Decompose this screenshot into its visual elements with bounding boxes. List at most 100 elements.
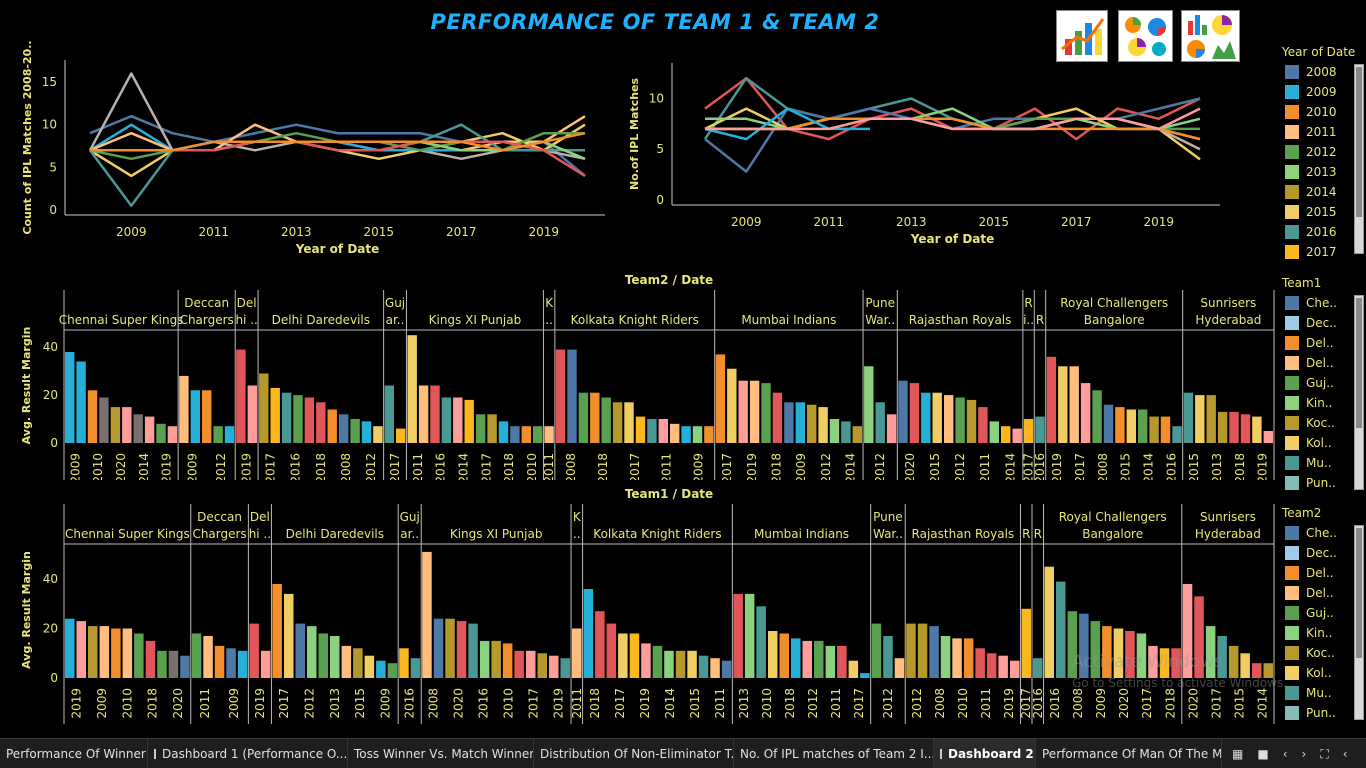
bar-2012[interactable]	[387, 663, 398, 678]
bar-2016[interactable]	[441, 397, 452, 444]
bar-2016[interactable]	[875, 402, 885, 443]
bar-2009[interactable]	[791, 638, 801, 678]
bar-2009[interactable]	[65, 352, 75, 443]
bar-2019[interactable]	[1080, 383, 1091, 443]
collapse-icon[interactable]: ‹	[1342, 747, 1348, 761]
bar-2011[interactable]	[122, 628, 133, 679]
bar-2009[interactable]	[795, 402, 805, 443]
legend-item[interactable]: Mu..	[1285, 685, 1332, 701]
bar-2016[interactable]	[1183, 392, 1194, 443]
bar-2015[interactable]	[727, 368, 737, 443]
bar-2016[interactable]	[698, 655, 709, 678]
bar-2012[interactable]	[601, 397, 611, 444]
bar-2015[interactable]	[618, 633, 628, 679]
bar-2013[interactable]	[744, 593, 755, 678]
bar-2012[interactable]	[955, 397, 965, 444]
bar-2019[interactable]	[738, 380, 748, 443]
bar-2018[interactable]	[236, 349, 246, 443]
bar-2008[interactable]	[226, 648, 236, 678]
bar-2014[interactable]	[1228, 645, 1239, 678]
bar-2019[interactable]	[122, 407, 132, 443]
bar-2009[interactable]	[224, 426, 235, 443]
bar-2015[interactable]	[407, 335, 417, 443]
bar-2015[interactable]	[1113, 628, 1124, 679]
bar-2015[interactable]	[1240, 653, 1250, 678]
legend-item[interactable]: 2011	[1285, 124, 1337, 140]
bar-2018[interactable]	[733, 593, 743, 678]
legend-item[interactable]: 2016	[1285, 224, 1337, 240]
legend-item[interactable]: Del..	[1285, 335, 1334, 351]
bar-2018[interactable]	[1046, 356, 1057, 444]
bar-2018[interactable]	[606, 623, 617, 678]
bar-2019[interactable]	[76, 621, 87, 678]
list-view-icon[interactable]: ■	[1257, 747, 1269, 761]
bar-2010[interactable]	[590, 392, 600, 443]
bar-2020[interactable]	[99, 397, 109, 444]
bar-2019[interactable]	[998, 655, 1008, 678]
bar-2012[interactable]	[157, 650, 167, 678]
bar-2012[interactable]	[1092, 390, 1102, 443]
tab-dashboard-2[interactable]: Dashboard 2	[934, 738, 1036, 768]
bar-2018[interactable]	[1194, 596, 1204, 678]
bar-2017[interactable]	[399, 648, 409, 678]
bar-2017[interactable]	[629, 633, 640, 679]
tab-toss-winner[interactable]: Toss Winner Vs. Match Winner	[348, 738, 534, 768]
team2-legend-scrollbar[interactable]	[1354, 525, 1364, 720]
tab-distribution[interactable]: Distribution Of Non-Eliminator T...	[534, 738, 734, 768]
bar-2017[interactable]	[1023, 419, 1034, 443]
legend-item[interactable]: 2013	[1285, 164, 1337, 180]
bar-2011[interactable]	[749, 380, 760, 443]
bar-2014[interactable]	[675, 650, 686, 678]
bar-2009[interactable]	[190, 390, 200, 443]
bar-2010[interactable]	[111, 628, 121, 679]
bar-2011[interactable]	[670, 423, 680, 443]
bar-2015[interactable]	[373, 426, 383, 443]
bar-2016[interactable]	[1056, 581, 1066, 678]
bar-2018[interactable]	[304, 397, 315, 444]
bar-2009[interactable]	[860, 673, 870, 678]
bar-2016[interactable]	[410, 658, 421, 678]
bar-2016[interactable]	[1035, 416, 1045, 443]
bar-2008[interactable]	[784, 402, 794, 443]
bar-2016[interactable]	[1172, 426, 1182, 443]
bar-2010[interactable]	[1102, 626, 1112, 678]
bar-2011[interactable]	[544, 426, 554, 443]
bar-2011[interactable]	[203, 636, 213, 678]
bar-2019[interactable]	[549, 655, 559, 678]
bar-2015[interactable]	[687, 650, 697, 678]
legend-item[interactable]: Mu..	[1285, 455, 1332, 471]
bar-2019[interactable]	[144, 416, 155, 443]
legend-item[interactable]: Guj..	[1285, 605, 1334, 621]
legend-item[interactable]: Del..	[1285, 355, 1334, 371]
bar-2016[interactable]	[841, 421, 851, 443]
bar-2012[interactable]	[475, 414, 486, 444]
series-line-2019[interactable]	[705, 107, 1201, 131]
bar-2019[interactable]	[1012, 428, 1022, 443]
bar-2014[interactable]	[966, 399, 977, 443]
bar-2019[interactable]	[453, 397, 463, 444]
bar-2015[interactable]	[1252, 416, 1262, 443]
bar-2012[interactable]	[293, 395, 303, 443]
bar-2018[interactable]	[145, 640, 156, 678]
bar-2018[interactable]	[316, 402, 326, 443]
bar-2009[interactable]	[65, 618, 75, 678]
legend-item[interactable]: Kol..	[1285, 435, 1332, 451]
bar-2018[interactable]	[1125, 631, 1135, 678]
bar-2011[interactable]	[418, 385, 429, 444]
bar-2008[interactable]	[567, 349, 577, 443]
bar-2014[interactable]	[917, 623, 928, 678]
bar-2010[interactable]	[704, 426, 714, 443]
bar-2013[interactable]	[664, 650, 674, 678]
bar-2012[interactable]	[533, 426, 543, 443]
bar-2010[interactable]	[214, 645, 225, 678]
bar-2011[interactable]	[952, 638, 962, 678]
series-line-2009[interactable]	[704, 107, 870, 141]
bar-2015[interactable]	[768, 631, 778, 678]
bar-2012[interactable]	[134, 633, 144, 679]
bar-2019[interactable]	[1182, 584, 1193, 678]
bar-2019[interactable]	[167, 426, 178, 443]
bar-2012[interactable]	[156, 423, 166, 443]
bar-2010[interactable]	[963, 638, 974, 678]
bar-2013[interactable]	[940, 636, 951, 678]
bar-2018[interactable]	[986, 653, 997, 678]
